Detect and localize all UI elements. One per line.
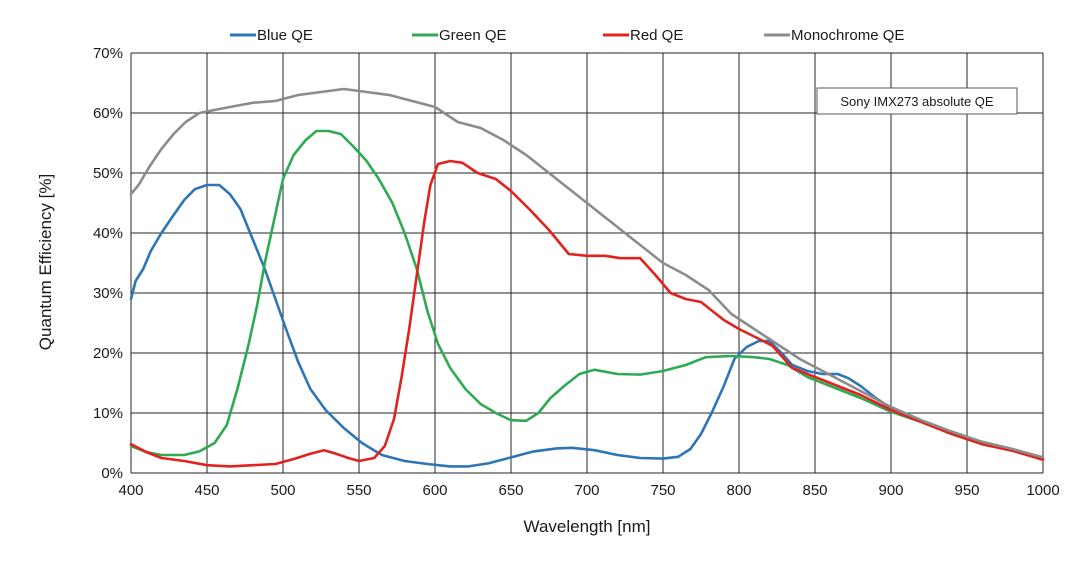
x-tick-label-450: 450 <box>194 482 219 499</box>
x-tick-label-400: 400 <box>118 482 143 499</box>
annotation-text: Sony IMX273 absolute QE <box>840 94 994 109</box>
series-lines <box>129 87 1045 468</box>
series-line-blue-qe <box>129 183 1045 468</box>
x-tick-label-1000: 1000 <box>1026 482 1059 499</box>
legend-label-green-qe: Green QE <box>439 27 507 44</box>
x-axis-ticks: 400 450 500 550 600 650 700 750 800 850 900 950 1000 <box>118 482 1059 499</box>
legend-label-monochrome-qe: Monochrome QE <box>791 27 904 44</box>
x-tick-label-800: 800 <box>726 482 751 499</box>
legend: Blue QE Green QE Red QE Monochrome QE <box>230 27 904 44</box>
annotation-box: Sony IMX273 absolute QE <box>816 87 1018 115</box>
annotation-frame <box>816 87 1018 115</box>
x-tick-label-900: 900 <box>878 482 903 499</box>
x-axis-label: Wavelength [nm] <box>524 517 651 536</box>
legend-label-blue-qe: Blue QE <box>257 27 313 44</box>
x-tick-label-500: 500 <box>270 482 295 499</box>
y-axis-label: Quantum Efficiency [%] <box>36 174 55 350</box>
series-line-monochrome-qe <box>129 87 1045 459</box>
grid <box>130 52 1044 474</box>
series-line-green-qe <box>129 129 1045 461</box>
x-tick-label-850: 850 <box>802 482 827 499</box>
y-tick-label-50: 50% <box>93 165 123 182</box>
x-tick-label-600: 600 <box>422 482 447 499</box>
y-tick-label-10: 10% <box>93 405 123 422</box>
x-tick-label-550: 550 <box>346 482 371 499</box>
y-tick-label-40: 40% <box>93 225 123 242</box>
y-axis-ticks: 0% 10% 20% 30% 40% 50% 60% 70% <box>93 45 123 482</box>
x-tick-label-950: 950 <box>954 482 979 499</box>
x-tick-label-700: 700 <box>574 482 599 499</box>
y-tick-label-60: 60% <box>93 105 123 122</box>
y-tick-label-30: 30% <box>93 285 123 302</box>
legend-label-red-qe: Red QE <box>630 27 683 44</box>
y-tick-label-0: 0% <box>101 465 123 482</box>
y-tick-label-20: 20% <box>93 345 123 362</box>
y-tick-label-70: 70% <box>93 45 123 62</box>
x-tick-label-650: 650 <box>498 482 523 499</box>
x-tick-label-750: 750 <box>650 482 675 499</box>
series-line-red-qe <box>129 159 1045 468</box>
